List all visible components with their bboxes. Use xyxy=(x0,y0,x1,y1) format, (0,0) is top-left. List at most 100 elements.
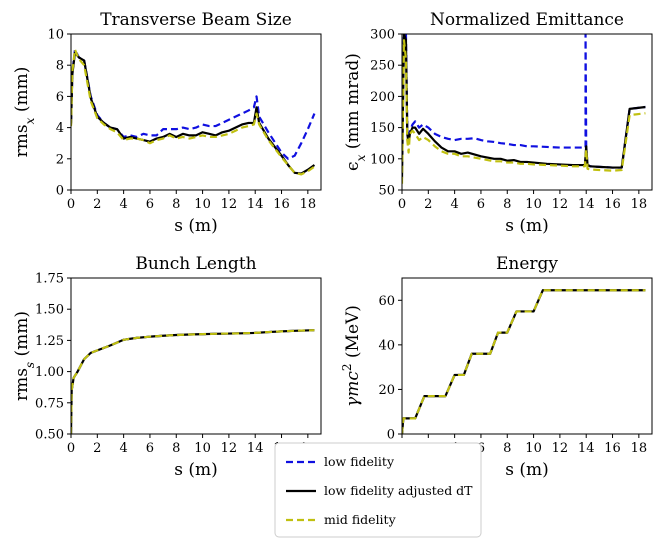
bunch-length-xtick-label: 12 xyxy=(221,441,238,456)
energy-ylabel-unit: (MeV) xyxy=(343,305,363,363)
energy-series-group xyxy=(402,289,646,434)
emittance-series-mid-fidelity xyxy=(402,39,646,184)
emittance-xtick-label: 0 xyxy=(398,197,406,212)
beam-size-xtick-label: 10 xyxy=(194,197,211,212)
beam-size-ytick-label: 0 xyxy=(56,184,64,199)
bunch-length-ytick-label: 1.50 xyxy=(35,303,64,318)
legend-label-mid-fidelity: mid fidelity xyxy=(324,512,397,527)
emittance-xlabel: s (m) xyxy=(505,216,549,236)
emittance-ytick-label: 50 xyxy=(378,184,395,199)
emittance-title: Normalized Emittance xyxy=(430,10,624,30)
beam-size-xlabel: s (m) xyxy=(174,216,218,236)
energy-ylabel: γmc2 (MeV) xyxy=(340,305,363,407)
chart-beam-size: 0 2 4 6 8 10 12 14 16 18 0 2 4 6 8 10 Transverse Beam Si… xyxy=(12,10,322,236)
beam-size-title: Transverse Beam Size xyxy=(100,10,292,30)
beam-size-series-group xyxy=(71,48,316,176)
bunch-length-xlabel: s (m) xyxy=(174,460,218,480)
emittance-ytick-label: 300 xyxy=(370,28,395,43)
energy-xtick-label: 12 xyxy=(552,441,569,456)
bunch-length-xtick-label: 4 xyxy=(119,441,127,456)
emittance-xtick-label: 12 xyxy=(552,197,569,212)
energy-series-mid-fidelity xyxy=(402,289,646,434)
beam-size-ytick-label: 6 xyxy=(56,90,64,105)
emittance-xtick-label: 4 xyxy=(450,197,458,212)
beam-size-ylabel-unit: (mm) xyxy=(12,67,32,118)
beam-size-xtick-label: 2 xyxy=(93,197,101,212)
beam-size-ylabel: rmsx (mm) xyxy=(12,67,37,158)
beam-size-axes-frame xyxy=(70,33,322,191)
legend: low fidelity low fidelity adjusted dT mi… xyxy=(274,442,482,538)
emittance-xtick-label: 8 xyxy=(503,197,511,212)
emittance-ylabel-unit: (mm mrad) xyxy=(343,53,363,155)
beam-size-xtick-label: 16 xyxy=(273,197,290,212)
energy-ylabel-sup: 2 xyxy=(340,363,354,371)
bunch-length-ytick-label: 0.75 xyxy=(35,396,64,411)
energy-axes-frame xyxy=(401,277,653,435)
emittance-ylabel-main: ϵ xyxy=(343,161,363,171)
beam-size-ytick-label: 2 xyxy=(56,152,64,167)
bunch-length-ylabel: rmss (mm) xyxy=(12,311,37,401)
beam-size-xtick-label: 4 xyxy=(119,197,127,212)
energy-xtick-label: 8 xyxy=(503,441,511,456)
chart-energy: 0246810121416180204060Energys (m)γmc2 (M… xyxy=(340,254,653,480)
beam-size-ytick-label: 10 xyxy=(47,28,64,43)
beam-size-series-low-fidelity xyxy=(71,48,316,160)
emittance-series-low-fidelity-adjusted xyxy=(402,34,646,178)
chart-panels: 0 2 4 6 8 10 12 14 16 18 0 2 4 6 8 10 Transverse Beam Si… xyxy=(12,10,653,480)
bunch-length-xtick-label: 8 xyxy=(172,441,180,456)
emittance-ytick-label: 150 xyxy=(370,121,395,136)
legend-frame xyxy=(274,442,482,538)
bunch-length-xtick-label: 10 xyxy=(194,441,211,456)
emittance-xtick-label: 16 xyxy=(604,197,621,212)
energy-xtick-label: 16 xyxy=(604,441,621,456)
bunch-length-series-group xyxy=(71,329,315,434)
beam-size-series-low-fidelity-adjusted xyxy=(71,51,316,175)
bunch-length-ytick-label: 1.25 xyxy=(35,334,64,349)
beam-size-xtick-label: 0 xyxy=(67,197,75,212)
emittance-series-low-fidelity xyxy=(402,34,646,169)
emittance-ylabel: ϵx (mm mrad) xyxy=(343,53,368,171)
emittance-xtick-label: 6 xyxy=(477,197,485,212)
bunch-length-xtick-label: 6 xyxy=(146,441,154,456)
energy-ylabel-main: γmc xyxy=(343,371,363,407)
bunch-length-xtick-label: 0 xyxy=(67,441,75,456)
chart-bunch-length: 0246810121416180.500.751.001.251.501.75B… xyxy=(12,254,322,480)
bunch-length-title: Bunch Length xyxy=(135,254,256,274)
legend-label-low-fidelity: low fidelity xyxy=(324,454,395,469)
chart-emittance: 0 2 4 6 8 10 12 14 16 18 50 100 150 200 250 300 Normaliz… xyxy=(343,10,653,236)
bunch-length-xtick-label: 2 xyxy=(93,441,101,456)
beam-size-ytick-label: 4 xyxy=(56,121,64,136)
beam-size-xtick-label: 12 xyxy=(221,197,238,212)
emittance-ytick-label: 100 xyxy=(370,152,395,167)
beam-size-xtick-label: 18 xyxy=(300,197,317,212)
beam-size-xtick-label: 6 xyxy=(146,197,154,212)
beam-size-xtick-label: 8 xyxy=(172,197,180,212)
emittance-ytick-label: 250 xyxy=(370,59,395,74)
emittance-xtick-label: 18 xyxy=(631,197,648,212)
beam-size-ylabel-main: rms xyxy=(12,124,32,157)
bunch-length-axes-frame xyxy=(70,277,322,435)
emittance-ytick-label: 200 xyxy=(370,90,395,105)
bunch-length-ylabel-unit: (mm) xyxy=(12,311,32,362)
bunch-length-ylabel-sub: s xyxy=(23,362,37,368)
energy-xtick-label: 14 xyxy=(578,441,595,456)
energy-title: Energy xyxy=(496,254,558,274)
energy-ytick-label: 40 xyxy=(378,338,395,353)
beam-size-xtick-label: 14 xyxy=(247,197,264,212)
bunch-length-xtick-label: 14 xyxy=(247,441,264,456)
energy-ytick-label: 60 xyxy=(378,294,395,309)
bunch-length-ylabel-main: rms xyxy=(12,368,32,401)
beam-size-ytick-label: 8 xyxy=(56,59,64,74)
beam-size-series-mid-fidelity xyxy=(71,48,316,176)
bunch-length-series-mid-fidelity xyxy=(71,329,315,434)
emittance-axes-frame xyxy=(401,33,653,191)
energy-xtick-label: 10 xyxy=(525,441,542,456)
emittance-xtick-label: 14 xyxy=(578,197,595,212)
emittance-ylabel-sub: x xyxy=(354,154,368,161)
energy-xlabel: s (m) xyxy=(505,460,549,480)
legend-label-low-fidelity-adjusted: low fidelity adjusted dT xyxy=(324,483,473,498)
beam-size-ylabel-sub: x xyxy=(23,117,37,124)
emittance-xtick-label: 2 xyxy=(424,197,432,212)
emittance-series-group xyxy=(402,34,646,184)
